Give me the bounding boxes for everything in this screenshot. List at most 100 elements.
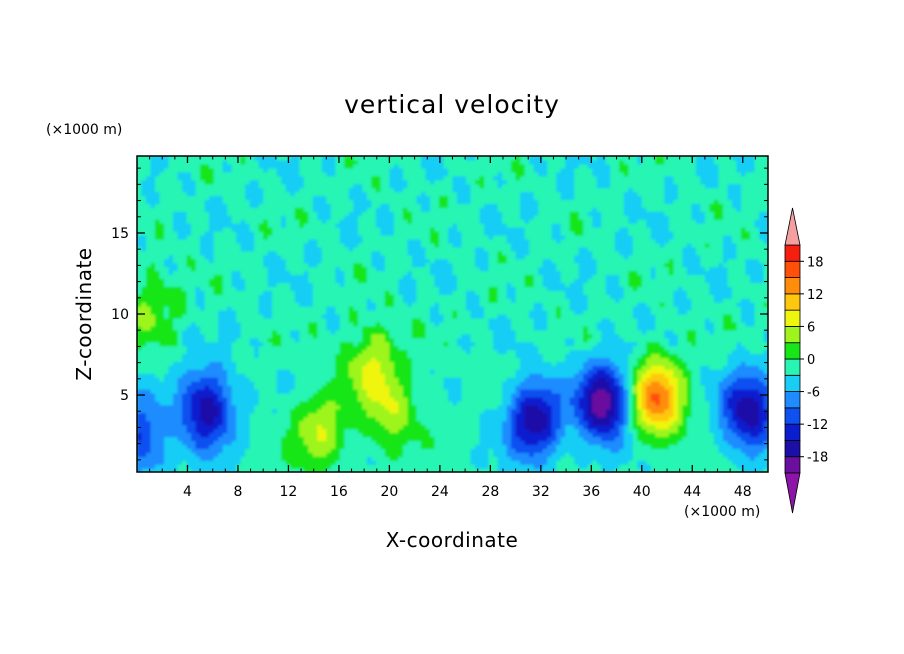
field-cell (335, 207, 341, 212)
field-cell (344, 215, 350, 220)
field-cell (155, 274, 161, 280)
field-cell (285, 408, 291, 414)
field-cell (263, 219, 269, 224)
field-cell (339, 349, 345, 355)
field-cell (159, 242, 165, 248)
field-cell (236, 321, 242, 327)
field-cell (303, 452, 309, 457)
field-cell (348, 159, 354, 165)
field-cell (159, 377, 165, 382)
field-cell (276, 290, 282, 295)
field-cell (389, 290, 395, 295)
field-cell (339, 412, 345, 418)
field-cell (195, 231, 201, 236)
field-cell (393, 262, 400, 268)
field-cell (267, 436, 273, 441)
field-cell (236, 468, 242, 472)
field-cell (375, 258, 381, 264)
field-cell (407, 333, 413, 339)
field-cell (245, 361, 251, 366)
field-cell (137, 167, 143, 173)
field-cell (281, 448, 287, 453)
field-cell (263, 314, 269, 319)
field-cell (195, 310, 201, 315)
field-cell (398, 219, 404, 224)
field-cell (353, 302, 359, 307)
field-cell (195, 373, 201, 378)
field-cell (384, 310, 390, 315)
field-cell (281, 329, 287, 335)
field-cell (312, 211, 318, 216)
field-cell (258, 231, 264, 236)
field-cell (195, 219, 201, 224)
field-cell (137, 163, 143, 169)
field-cell (213, 290, 219, 295)
field-cell (335, 302, 341, 307)
field-cell (398, 238, 404, 244)
field-cell (308, 223, 314, 228)
field-cell (195, 250, 201, 256)
field-cell (209, 199, 215, 204)
field-cell (362, 361, 368, 366)
field-cell (231, 365, 237, 370)
field-cell (150, 341, 156, 347)
field-cell (398, 321, 404, 327)
field-cell (254, 468, 260, 472)
field-cell (177, 357, 183, 362)
field-cell (321, 440, 327, 445)
field-cell (182, 246, 188, 252)
field-cell (362, 452, 368, 457)
field-cell (398, 337, 404, 343)
field-cell (254, 412, 260, 418)
field-cell (281, 235, 287, 240)
field-cell (321, 424, 327, 430)
field-cell (236, 171, 242, 177)
field-cell (155, 400, 161, 406)
field-cell (146, 286, 152, 291)
field-cell (276, 199, 282, 204)
field-cell (204, 325, 210, 331)
field-cell (209, 452, 215, 457)
field-cell (222, 317, 228, 323)
field-cell (227, 238, 233, 244)
field-cell (254, 444, 260, 449)
field-cell (236, 211, 242, 216)
field-cell (276, 321, 282, 327)
field-cell (384, 369, 390, 374)
field-cell (231, 345, 237, 351)
field-cell (375, 337, 381, 343)
field-cell (389, 365, 395, 370)
field-cell (371, 381, 377, 386)
field-cell (357, 464, 363, 469)
field-cell (371, 428, 377, 434)
field-cell (366, 444, 372, 449)
field-cell (141, 179, 147, 185)
field-cell (209, 175, 215, 181)
field-cell (411, 373, 418, 378)
field-cell (290, 314, 296, 319)
field-cell (348, 227, 354, 232)
field-cell (398, 333, 404, 339)
field-cell (173, 436, 179, 441)
field-cell (186, 203, 192, 208)
field-cell (146, 345, 152, 351)
field-cell (227, 416, 233, 422)
field-cell (263, 317, 269, 323)
field-cell (326, 341, 332, 347)
field-cell (191, 290, 197, 295)
field-cell (366, 452, 372, 457)
field-cell (164, 199, 170, 204)
field-cell (357, 290, 363, 295)
field-cell (281, 274, 287, 280)
field-cell (375, 211, 381, 216)
field-cell (357, 302, 363, 307)
field-cell (218, 389, 224, 394)
field-cell (312, 286, 318, 291)
field-cell (254, 223, 260, 228)
field-cell (155, 345, 161, 351)
field-cell (186, 286, 192, 291)
field-cell (384, 179, 390, 185)
field-cell (182, 460, 188, 465)
field-cell (258, 420, 264, 426)
field-cell (213, 310, 219, 315)
